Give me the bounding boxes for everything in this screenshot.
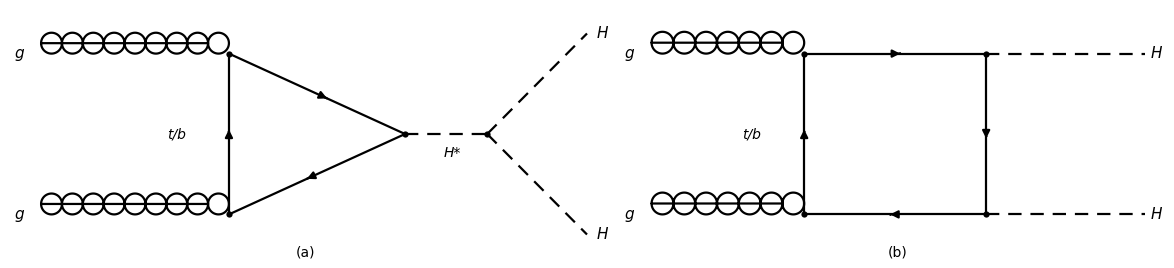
Text: g: g [625, 46, 634, 61]
Text: H: H [1151, 46, 1162, 61]
Text: g: g [14, 46, 23, 61]
Text: g: g [625, 207, 634, 222]
Text: t/b: t/b [167, 127, 185, 141]
Text: H*: H* [444, 146, 461, 160]
Text: (a): (a) [296, 246, 315, 260]
Text: t/b: t/b [742, 127, 761, 141]
Text: (b): (b) [889, 246, 908, 260]
Text: g: g [14, 207, 23, 222]
Text: H: H [1151, 207, 1162, 222]
Text: H: H [596, 26, 608, 41]
Text: H: H [596, 227, 608, 242]
